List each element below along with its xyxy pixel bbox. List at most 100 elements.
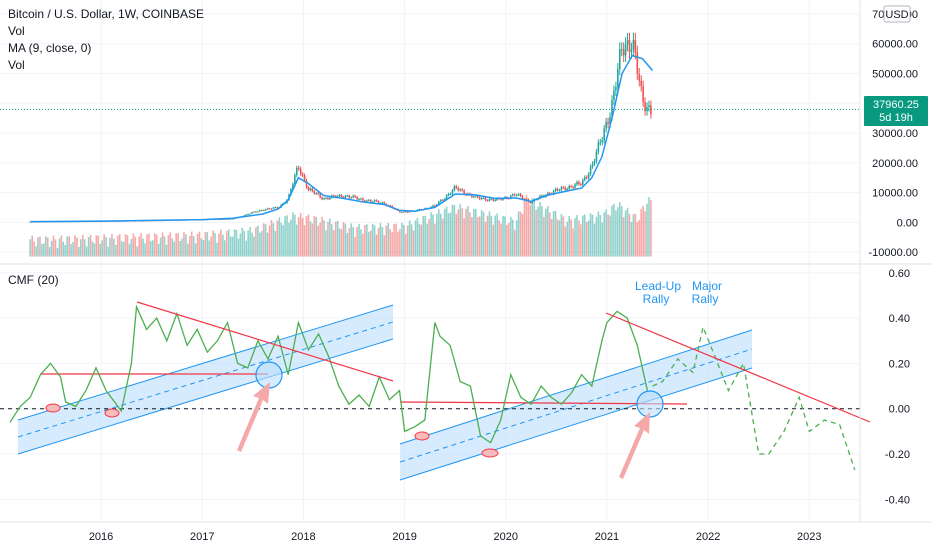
arrow-1 [237,382,270,452]
candle-body [229,218,232,220]
volume-bar [578,220,580,257]
major-label-2: Rally [692,292,719,306]
time-tick-label: 2021 [595,531,619,543]
volume-bar [613,203,615,257]
volume-bar [161,232,164,257]
candle-body [259,210,261,212]
volume-bar [52,235,55,257]
volume-bar [599,215,602,257]
volume-bar [101,240,104,257]
volume-bar [582,215,584,257]
volume-bar [624,210,627,257]
candle-body [447,194,450,196]
candle-body [502,198,504,200]
candle-body [227,218,230,220]
volume-bar [605,209,607,257]
volume-bar [439,213,442,257]
time-tick-label: 2017 [190,531,214,543]
volume-bar [140,233,142,257]
volume-bar [153,233,156,257]
volume-bar [224,240,226,257]
volume-bar [434,223,436,257]
volume-bar [280,222,283,257]
candle-body [583,177,586,180]
symbol-title[interactable]: Bitcoin / U.S. Dollar, 1W, COINBASE [8,7,204,21]
volume-bar [463,218,465,257]
currency-badge[interactable] [883,5,911,23]
volume-legend[interactable]: Vol [8,24,25,38]
volume-bar [475,208,477,257]
major-label-1: Major [692,279,722,293]
volume-bar [132,233,135,257]
volume-bar [35,246,37,257]
volume-bar [299,212,302,257]
volume-bar [78,246,80,257]
volume-bar [533,200,535,257]
candle-body [642,86,644,103]
volume-bar [301,217,304,257]
candle-body [591,163,594,167]
volume-bar [315,216,318,257]
volume-bar [225,231,228,257]
candle-body [438,201,440,205]
volume-bar [611,205,613,257]
volume-bar [498,220,500,257]
volume-bar [74,235,76,257]
candle-body [307,187,310,190]
candle-body [634,40,637,53]
volume-bar [615,210,617,257]
volume-bar [181,238,183,257]
candle-body [613,90,615,101]
cmf-pane: Lead-Up Rally Major Rally [0,279,871,481]
candle-body [445,195,448,199]
volume-bar [453,205,456,257]
volume-bar [541,205,543,257]
candle-body [570,186,572,188]
candle-body [566,188,569,191]
candle-body [574,184,576,188]
candle-body [350,197,353,199]
volume-bar [218,233,220,257]
volume-bar [603,212,606,257]
cmf-legend[interactable]: CMF (20) [8,273,59,287]
volume-bar [546,206,549,257]
volume-bar [64,244,67,257]
volume-bar [408,220,411,257]
volume-bar [155,234,158,257]
candle-body [381,202,384,204]
volume-bar [634,213,637,257]
volume-bar [177,233,179,257]
candle-body [352,195,355,198]
volume-bar [484,221,487,257]
candle-body [362,198,364,201]
candle-body [274,207,277,209]
volume-bar [476,217,479,257]
volume-bar [319,222,321,257]
volume-bar [169,232,172,257]
volume-bar [650,200,652,257]
volume-bar [488,211,491,257]
volume-bar [124,234,127,257]
candle-body [636,52,639,75]
volume-bar [556,219,559,257]
candle-body [646,106,648,112]
candle-body [270,208,273,210]
cmf-tick-label: 0.20 [889,358,910,370]
volume-bar [646,203,648,257]
candle-body [225,218,228,220]
candle-body [558,190,561,192]
candle-body [224,218,226,220]
candle-body [375,200,378,202]
volume-legend-2[interactable]: Vol [8,58,25,72]
volume-bar [83,239,86,257]
volume-bar [387,223,390,257]
volume-bar [595,216,598,257]
ma-legend[interactable]: MA (9, close, 0) [8,41,91,55]
volume-bar [192,236,195,257]
volume-bar [278,217,281,257]
volume-bar [148,233,150,257]
volume-bar [377,227,380,257]
volume-bar [255,227,257,257]
volume-bar [282,225,284,257]
